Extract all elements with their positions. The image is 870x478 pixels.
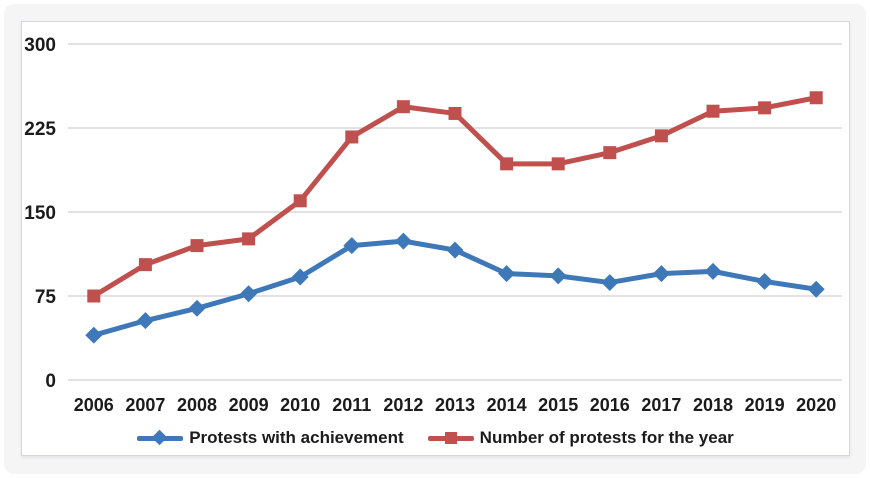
data-point-square: [396, 100, 410, 114]
x-axis-tick-label: 2006: [74, 395, 114, 415]
data-point-diamond: [446, 241, 464, 259]
x-axis-tick-label: 2014: [487, 395, 527, 415]
data-point-square: [654, 129, 668, 143]
legend-label-red: Number of protests for the year: [479, 428, 734, 447]
x-axis-tick-label: 2020: [796, 395, 836, 415]
data-point-diamond: [343, 237, 361, 255]
data-point-diamond: [498, 265, 516, 283]
data-point-diamond: [807, 280, 825, 298]
data-point-square: [706, 104, 720, 118]
diamond-marker-icon: [151, 429, 168, 446]
x-axis-tick-label: 2009: [229, 395, 269, 415]
data-point-diamond: [188, 299, 206, 317]
data-point-square: [448, 106, 462, 120]
legend-label-blue: Protests with achievement: [189, 428, 404, 447]
x-axis-tick-label: 2007: [125, 395, 165, 415]
data-point-diamond: [291, 268, 309, 286]
data-point-square: [293, 194, 307, 208]
data-point-square: [87, 289, 101, 303]
data-point-square: [345, 130, 359, 144]
data-point-square: [500, 157, 514, 171]
x-axis-tick-label: 2017: [641, 395, 681, 415]
legend-item-number-of-protests: Number of protests for the year: [427, 428, 734, 448]
y-axis-tick-label: 300: [24, 35, 56, 56]
chart-container: 0 75 150 225 300 2006 2007 2008 2009 2010 2011 2012…: [21, 21, 850, 456]
y-axis-tick-label: 225: [24, 119, 56, 140]
chart-legend: Protests with achievement Number of prot…: [22, 424, 849, 452]
x-axis-tick-label: 2010: [280, 395, 320, 415]
data-point-diamond: [136, 312, 154, 330]
x-axis-tick-label: 2008: [177, 395, 217, 415]
data-point-diamond: [601, 274, 619, 292]
legend-marker-blue-diamond: [137, 429, 184, 446]
data-point-diamond: [85, 326, 103, 344]
x-axis-tick-label: 2013: [435, 395, 475, 415]
data-point-square: [603, 146, 617, 160]
data-point-diamond: [240, 285, 258, 303]
x-axis-tick-label: 2012: [383, 395, 423, 415]
legend-marker-red-square: [427, 431, 474, 445]
data-point-diamond: [652, 265, 670, 283]
data-point-square: [551, 157, 565, 171]
square-marker-icon: [444, 432, 457, 444]
data-point-diamond: [394, 232, 412, 250]
data-point-square: [138, 258, 152, 272]
x-axis-tick-label: 2016: [590, 395, 630, 415]
data-point-square: [758, 101, 772, 115]
data-point-square: [190, 239, 204, 253]
legend-item-protests-with-achievement: Protests with achievement: [137, 428, 404, 448]
y-axis-tick-label: 150: [24, 203, 56, 224]
y-axis-tick-label: 0: [45, 371, 56, 392]
data-point-diamond: [704, 262, 722, 280]
x-axis-tick-label: 2011: [332, 395, 371, 415]
y-axis-tick-label: 75: [35, 287, 57, 308]
page-background-panel: 0 75 150 225 300 2006 2007 2008 2009 2010 2011 2012…: [4, 4, 866, 474]
x-axis-tick-label: 2019: [745, 395, 785, 415]
data-point-diamond: [756, 272, 774, 290]
x-axis-tick-label: 2018: [693, 395, 733, 415]
x-axis-tick-label: 2015: [538, 395, 578, 415]
plot-area: 0 75 150 225 300 2006 2007 2008 2009 2010 2011 2012…: [24, 35, 842, 415]
data-point-diamond: [549, 267, 567, 285]
data-point-square: [809, 91, 823, 105]
data-point-square: [242, 232, 256, 246]
